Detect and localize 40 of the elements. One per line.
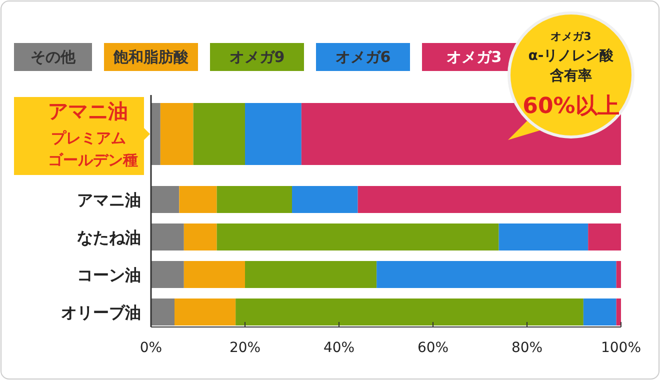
text: α-リノレン酸 — [528, 48, 615, 64]
bar — [616, 298, 621, 326]
x-tick-label: 100% — [600, 340, 642, 356]
bar — [245, 261, 377, 288]
x-tick-label: 60% — [417, 340, 449, 356]
x-tick-label: 40% — [323, 340, 355, 356]
y-tick-label: オリーブ油 — [61, 303, 141, 322]
text: 含有率 — [549, 67, 592, 84]
bar — [216, 224, 499, 250]
bar — [179, 186, 217, 213]
bar — [588, 224, 621, 250]
bar — [376, 261, 616, 288]
y-tick-label: アマニ油プレミアムゴールデン種 — [48, 99, 138, 169]
bar — [216, 186, 292, 213]
bar — [184, 224, 217, 250]
text: その他 — [30, 48, 76, 66]
bar — [151, 298, 174, 326]
bar — [358, 186, 621, 213]
bar — [236, 298, 584, 326]
bar — [151, 261, 184, 288]
bar — [583, 298, 616, 326]
text: オメガ6 — [335, 48, 391, 66]
x-tick-label: 20% — [229, 340, 261, 356]
y-tick-label: なたね油 — [77, 228, 141, 247]
bar — [292, 186, 358, 213]
text: オメガ3 — [550, 30, 592, 43]
bar — [151, 186, 180, 213]
bar — [174, 298, 236, 326]
text: オメガ9 — [229, 48, 285, 66]
text: オメガ3 — [446, 48, 502, 66]
bar — [184, 261, 245, 288]
annotation: 60%以上 — [522, 94, 620, 119]
x-tick-label: 80% — [511, 340, 543, 356]
y-tick-label: アマニ油 — [77, 190, 141, 210]
y-tick-label: コーン油 — [77, 266, 141, 284]
x-tick-label: 0% — [140, 340, 162, 356]
bar — [616, 261, 621, 288]
bar — [498, 224, 588, 250]
text: 飽和脂肪酸 — [112, 48, 190, 66]
bar — [151, 224, 184, 250]
